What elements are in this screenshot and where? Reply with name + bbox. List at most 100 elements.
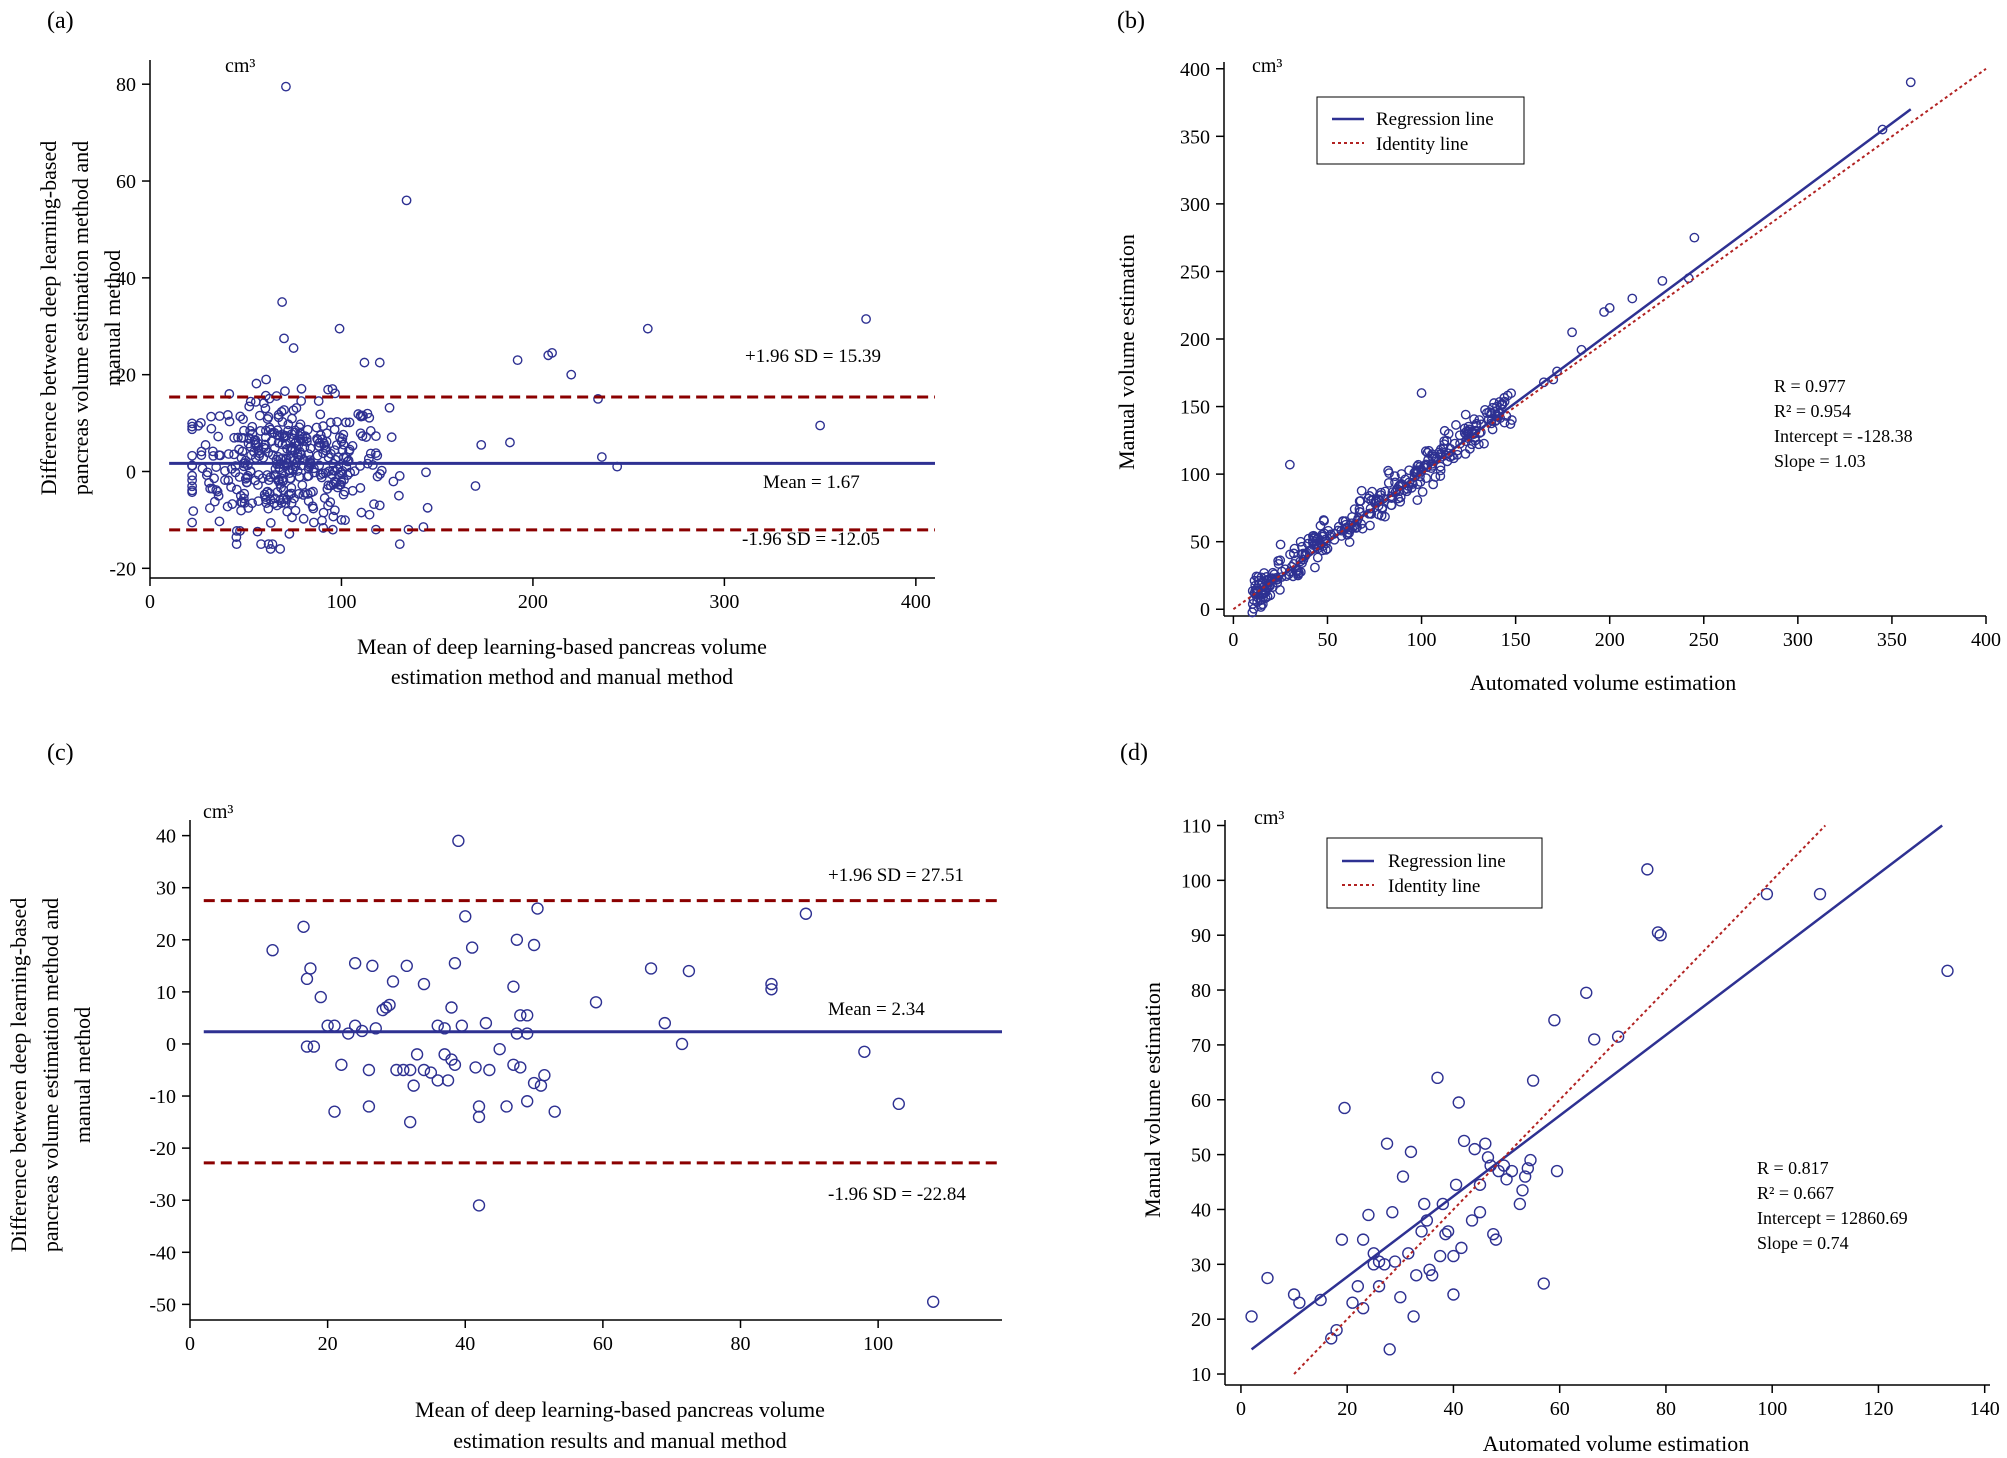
data-point (207, 446, 218, 457)
panel-d-legend-box (1326, 837, 1543, 909)
data-point (328, 479, 339, 490)
data-point (206, 411, 216, 422)
data-point (1318, 541, 1328, 552)
data-point (208, 450, 219, 461)
y-tick-label: 80 (116, 74, 136, 96)
panel-b-label: (b) (1117, 8, 1145, 34)
data-point (293, 436, 304, 447)
x-tick-label: 80 (731, 1333, 751, 1355)
data-point (1516, 1184, 1529, 1197)
data-point (334, 432, 345, 443)
y-tick-label: 150 (1180, 397, 1210, 419)
data-point (1452, 1096, 1465, 1109)
data-point (483, 1063, 496, 1077)
data-point (372, 450, 383, 461)
data-point (417, 1063, 431, 1077)
data-point (315, 409, 326, 420)
data-point (675, 1037, 689, 1051)
data-point (214, 516, 225, 527)
panel-a-mean-label: Mean = 1.67 (763, 472, 860, 493)
data-point (421, 467, 431, 478)
y-tick-label: 50 (1191, 1145, 1211, 1167)
data-point (1356, 485, 1367, 496)
data-point (1412, 495, 1423, 506)
data-point (375, 469, 385, 479)
data-point (1548, 1014, 1561, 1027)
data-point (527, 1076, 541, 1090)
data-point (1402, 1247, 1415, 1260)
data-point (1287, 1288, 1301, 1301)
data-point (476, 439, 487, 450)
data-point (1443, 428, 1454, 439)
data-point (272, 430, 283, 441)
data-point (222, 501, 233, 512)
y-tick-label: 20 (1191, 1309, 1211, 1331)
panel-d-xlabel: Automated volume estimation (1483, 1431, 1749, 1456)
data-point (1354, 504, 1365, 514)
panel-b-lines (1232, 67, 1987, 611)
data-point (1431, 1071, 1444, 1085)
panel-c-axes: 0 20 40 60 80 100 -50 -40 -30 -20 -10 0 10 20 30 40 (149, 820, 1002, 1355)
data-point (1449, 1178, 1463, 1191)
data-point (328, 511, 339, 522)
data-point (305, 443, 316, 454)
data-point (1441, 435, 1452, 446)
panel-a-xlabel-2: estimation method and manual method (391, 664, 733, 689)
data-point (362, 408, 373, 419)
data-point (211, 485, 222, 495)
data-point (1317, 529, 1328, 540)
data-point (282, 506, 293, 517)
data-point (1813, 887, 1827, 901)
data-point (353, 409, 364, 419)
data-point (369, 499, 379, 509)
data-point (361, 432, 372, 442)
data-point (1487, 424, 1498, 435)
data-point (1389, 471, 1400, 482)
data-point (926, 1295, 940, 1308)
data-point (1435, 465, 1446, 476)
x-tick-label: 140 (1970, 1398, 2000, 1420)
y-tick-label: -40 (149, 1242, 176, 1264)
data-point (247, 421, 258, 432)
data-point (261, 374, 272, 385)
x-tick-label: 150 (1501, 629, 1531, 651)
identity-line (1232, 67, 1987, 611)
data-point (240, 473, 251, 484)
data-point (325, 497, 336, 508)
data-point (1760, 887, 1774, 901)
data-point (1367, 486, 1378, 497)
data-point (344, 444, 355, 455)
data-point (1905, 77, 1916, 88)
data-point (281, 81, 291, 92)
data-point (404, 1115, 417, 1129)
data-point (1410, 1269, 1423, 1282)
data-point (1404, 477, 1414, 488)
data-point (514, 1009, 527, 1022)
data-point (206, 423, 217, 434)
data-point (1465, 1214, 1479, 1227)
data-point (394, 490, 404, 501)
data-point (1473, 439, 1484, 450)
panel-c-xlabel-2: estimation results and manual method (453, 1428, 787, 1453)
x-tick-label: 0 (185, 1333, 195, 1355)
data-point (388, 476, 399, 487)
data-point (892, 1097, 905, 1111)
data-point (202, 467, 213, 478)
data-point (263, 503, 274, 514)
data-point (390, 1063, 403, 1077)
data-point (279, 405, 289, 415)
panel-c: (c) cm³ 0 20 40 60 80 100 -50 -40 -30 -20 -10 0 10 20… (6, 740, 1002, 1453)
data-point (329, 505, 340, 516)
data-point (1312, 534, 1323, 545)
data-point (1383, 477, 1394, 488)
panel-a-axes: 0 100 200 300 400 -20 0 20 40 60 80 (109, 60, 935, 613)
data-point (1521, 1162, 1535, 1175)
data-point (328, 1019, 341, 1032)
data-point (514, 1061, 527, 1074)
data-point (455, 1019, 469, 1032)
data-point (1499, 396, 1510, 407)
y-tick-label: 40 (1191, 1199, 1211, 1221)
data-point (279, 333, 289, 344)
data-point (231, 539, 242, 550)
panel-c-label: (c) (47, 740, 74, 766)
